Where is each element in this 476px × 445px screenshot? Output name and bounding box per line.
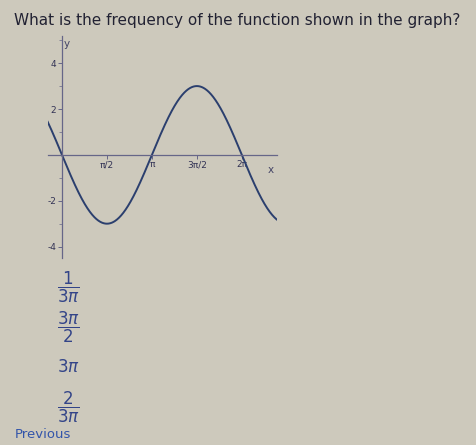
Text: $\dfrac{2}{3\pi}$: $\dfrac{2}{3\pi}$ (57, 389, 80, 425)
Text: What is the frequency of the function shown in the graph?: What is the frequency of the function sh… (14, 13, 460, 28)
Text: $\dfrac{1}{3\pi}$: $\dfrac{1}{3\pi}$ (57, 269, 80, 305)
Text: y: y (63, 39, 69, 49)
Text: Previous: Previous (14, 428, 70, 441)
Text: $3\pi$: $3\pi$ (57, 358, 80, 376)
Text: x: x (267, 165, 273, 175)
Text: $\dfrac{3\pi}{2}$: $\dfrac{3\pi}{2}$ (57, 309, 80, 345)
